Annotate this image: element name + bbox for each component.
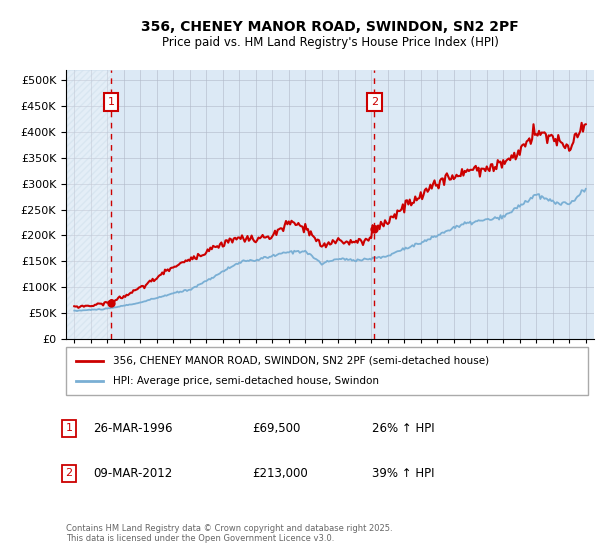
Text: £213,000: £213,000 (252, 466, 308, 480)
Text: Contains HM Land Registry data © Crown copyright and database right 2025.
This d: Contains HM Land Registry data © Crown c… (66, 524, 392, 543)
Text: 26-MAR-1996: 26-MAR-1996 (93, 422, 173, 435)
Text: 2: 2 (65, 468, 73, 478)
Text: 356, CHENEY MANOR ROAD, SWINDON, SN2 2PF: 356, CHENEY MANOR ROAD, SWINDON, SN2 2PF (141, 20, 519, 34)
Text: 39% ↑ HPI: 39% ↑ HPI (372, 466, 434, 480)
Text: 1: 1 (65, 423, 73, 433)
Bar (66, 70, 111, 339)
Text: 1: 1 (107, 97, 115, 108)
Text: Price paid vs. HM Land Registry's House Price Index (HPI): Price paid vs. HM Land Registry's House … (161, 36, 499, 49)
Text: £69,500: £69,500 (252, 422, 301, 435)
Text: HPI: Average price, semi-detached house, Swindon: HPI: Average price, semi-detached house,… (113, 376, 379, 386)
FancyBboxPatch shape (66, 347, 588, 395)
Text: 356, CHENEY MANOR ROAD, SWINDON, SN2 2PF (semi-detached house): 356, CHENEY MANOR ROAD, SWINDON, SN2 2PF… (113, 356, 489, 366)
Text: 2: 2 (371, 97, 378, 108)
Text: 26% ↑ HPI: 26% ↑ HPI (372, 422, 434, 435)
Text: 09-MAR-2012: 09-MAR-2012 (93, 466, 172, 480)
